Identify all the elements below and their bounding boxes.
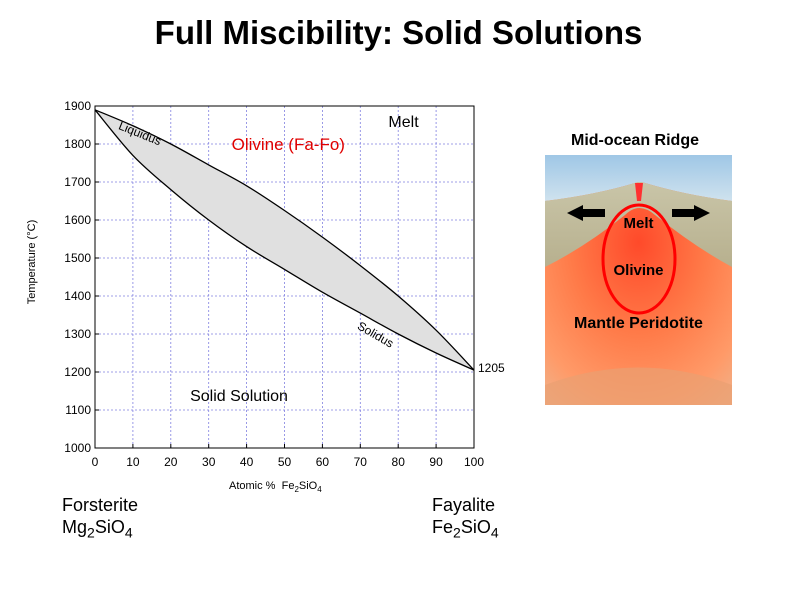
- ridge-label-mantle: Mantle Peridotite: [574, 315, 703, 332]
- x-tick-label: 70: [354, 455, 368, 469]
- ridge-cross-section: [545, 155, 732, 405]
- endmember-fayalite-formula: Fe2SiO4: [432, 517, 499, 541]
- endmember-forsterite-name: Forsterite: [62, 495, 139, 515]
- series-line-liquidus: [94, 109, 475, 371]
- y-tick-label: 1900: [64, 99, 91, 113]
- deep-mantle-band: [545, 367, 732, 405]
- annotation-3: 1205: [478, 361, 505, 375]
- x-tick-label: 0: [92, 455, 99, 469]
- y-tick-label: 1100: [65, 403, 91, 417]
- series-line-solidus: [94, 109, 475, 371]
- ocean-layer: [545, 155, 732, 201]
- endmember-fayalite: Fayalite Fe2SiO4: [432, 494, 499, 544]
- endmember-fayalite-name: Fayalite: [432, 495, 496, 515]
- annotation-0: Melt: [388, 114, 419, 131]
- ridge-label-melt: Melt: [623, 215, 654, 232]
- x-axis-label-prefix: Atomic %: [229, 480, 276, 492]
- y-tick-label: 1500: [64, 251, 91, 265]
- y-tick-label: 1800: [64, 137, 91, 151]
- ridge-label-olivine: Olivine: [613, 262, 664, 279]
- x-tick-label: 40: [240, 455, 254, 469]
- lithosphere-layer: [545, 182, 732, 267]
- x-tick-label: 10: [126, 455, 140, 469]
- spreading-arrow-left-icon: [567, 205, 605, 221]
- x-tick-label: 60: [316, 455, 330, 469]
- endmember-forsterite: Forsterite Mg2SiO4: [62, 494, 138, 544]
- y-tick-label: 1700: [64, 175, 91, 189]
- x-tick-label: 80: [392, 455, 406, 469]
- y-tick-label: 1400: [64, 289, 91, 303]
- page-title: Full Miscibility: Solid Solutions: [154, 14, 643, 51]
- x-axis-label: Atomic % Fe2SiO4: [229, 480, 322, 494]
- endmember-forsterite-formula: Mg2SiO4: [62, 517, 133, 541]
- x-tick-label: 100: [464, 455, 484, 469]
- chart-series: [94, 109, 475, 371]
- annotation-2: Solid Solution: [190, 388, 288, 405]
- two-phase-region: [95, 109, 474, 371]
- x-tick-label: 90: [429, 455, 443, 469]
- y-tick-label: 1300: [64, 327, 91, 341]
- x-axis-label-formula: Fe2SiO4: [281, 480, 322, 495]
- melt-zone-highlight: [601, 203, 677, 315]
- y-tick-label: 1600: [64, 213, 91, 227]
- ridge-title: Mid-ocean Ridge: [570, 132, 699, 149]
- y-tick-label: 1000: [64, 441, 91, 455]
- x-tick-label: 30: [202, 455, 216, 469]
- spreading-arrow-right-icon: [672, 205, 710, 221]
- x-tick-label: 20: [164, 455, 178, 469]
- y-axis-label: Temperature (°C): [26, 219, 38, 305]
- annotation-1: Olivine (Fa-Fo): [232, 135, 345, 154]
- y-tick-label: 1200: [64, 365, 91, 379]
- x-tick-label: 50: [278, 455, 292, 469]
- chart-annotations: Melt Olivine (Fa-Fo) Solid Solution 1205: [190, 114, 505, 405]
- ridge-axis-magma: [635, 183, 643, 201]
- mid-ocean-ridge-illustration: Melt Olivine Mantle Peridotite: [545, 155, 732, 405]
- chart-ticks: 0 10 20 30 40 50 60 70 80 90 100 1000 1100 1200 1300 14…: [64, 99, 484, 469]
